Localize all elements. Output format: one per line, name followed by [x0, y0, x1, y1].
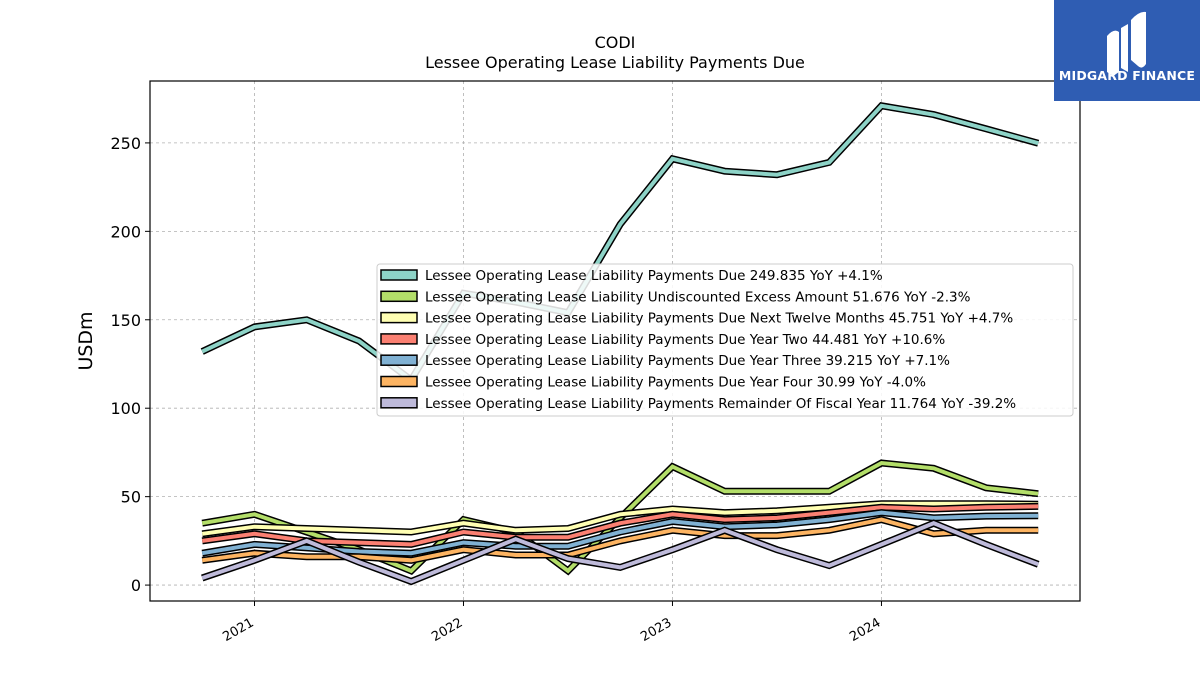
legend: Lessee Operating Lease Liability Payment…	[376, 263, 1074, 417]
x-axis: 2021 2022 2023 2024	[220, 601, 883, 645]
series-lines	[200, 102, 1040, 586]
legend-entry: Lessee Operating Lease Liability Payment…	[425, 311, 1013, 327]
legend-swatch	[380, 397, 418, 409]
legend-entry: Lessee Operating Lease Liability Payment…	[425, 396, 1016, 412]
y-tick-label: 150	[110, 311, 141, 330]
series-line	[201, 502, 1039, 548]
legend-swatch	[380, 375, 418, 388]
y-tick-label: 250	[110, 134, 141, 153]
x-tick-label: 2023	[638, 615, 674, 645]
y-tick-label: 50	[121, 488, 141, 507]
brand-logo: MIDGARD FINANCE	[1054, 0, 1200, 101]
logo-mark-icon	[1107, 11, 1146, 77]
series-line	[201, 500, 1039, 538]
series-line-fill	[201, 504, 1039, 547]
y-axis-label: USDm	[75, 311, 97, 370]
chart-title: CODI	[595, 33, 636, 52]
series-line-fill	[201, 501, 1039, 536]
x-tick-label: 2024	[847, 615, 883, 645]
plot-frame	[149, 80, 1081, 602]
y-tick-label: 0	[131, 576, 141, 595]
legend-swatch	[380, 311, 418, 324]
series-line-fill	[201, 521, 1039, 584]
series-line-fill	[201, 510, 1039, 556]
series-line	[201, 509, 1039, 557]
series-line	[201, 519, 1040, 586]
x-tick-label: 2022	[429, 615, 465, 645]
y-tick-label: 200	[110, 222, 141, 241]
chart-subtitle: Lessee Operating Lease Liability Payment…	[425, 53, 805, 72]
legend-swatch	[380, 333, 418, 345]
series-line-fill	[201, 103, 1039, 383]
legend-swatch	[380, 290, 418, 303]
legend-entry: Lessee Operating Lease Liability Payment…	[425, 332, 945, 348]
y-axis: 0 50 100 150 200 250	[110, 134, 150, 595]
legend-swatch	[380, 269, 418, 281]
logo-text: MIDGARD FINANCE	[1059, 68, 1195, 83]
legend-swatch	[380, 354, 418, 366]
legend-entry: Lessee Operating Lease Liability Payment…	[425, 375, 926, 391]
legend-entry: Lessee Operating Lease Liability Payment…	[425, 268, 883, 284]
legend-entry: Lessee Operating Lease Liability Payment…	[425, 353, 950, 369]
legend-box	[376, 263, 1074, 417]
y-tick-label: 100	[110, 399, 141, 418]
series-line	[200, 102, 1040, 386]
legend-entry: Lessee Operating Lease Liability Undisco…	[425, 289, 971, 305]
x-tick-label: 2021	[220, 615, 256, 645]
